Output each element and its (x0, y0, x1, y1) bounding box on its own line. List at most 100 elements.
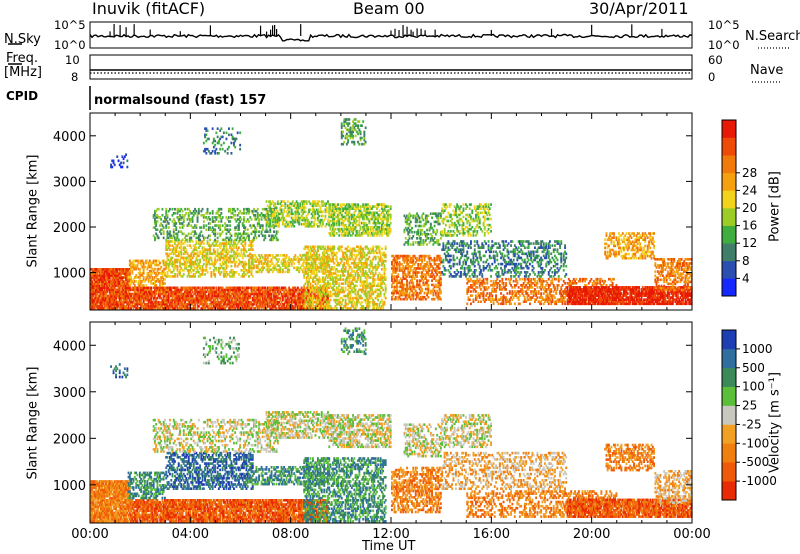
heatmap-cell (180, 240, 183, 243)
heatmap-cell (190, 258, 193, 262)
heatmap-cell (190, 271, 193, 274)
heatmap-cell (102, 270, 105, 273)
heatmap-cell (206, 242, 209, 245)
heatmap-cell (236, 207, 239, 211)
heatmap-cell (112, 307, 115, 310)
heatmap-cell (199, 286, 201, 290)
heatmap-cell (128, 259, 131, 263)
heatmap-cell (187, 286, 190, 290)
heatmap-cell (260, 305, 263, 308)
heatmap-cell (107, 294, 110, 298)
heatmap-cell (313, 296, 316, 300)
heatmap-cell (177, 290, 180, 294)
heatmap-cell (133, 294, 136, 298)
heatmap-cell (167, 300, 170, 304)
heatmap-cell (302, 305, 304, 308)
heatmap-cell (233, 288, 235, 292)
heatmap-cell (226, 288, 229, 292)
heatmap-cell (261, 286, 264, 290)
heatmap-cell (154, 267, 156, 271)
heatmap-cell (154, 288, 156, 292)
heatmap-cell (91, 290, 94, 294)
heatmap-cell (111, 300, 114, 304)
heatmap-cell (201, 273, 204, 276)
heatmap-cell (127, 270, 130, 273)
heatmap-cell (258, 234, 260, 238)
heatmap-cell (138, 280, 141, 283)
heatmap-cell (236, 286, 239, 290)
heatmap-cell (255, 286, 258, 290)
nave-tick-top: 60 (708, 53, 723, 67)
heatmap-cell (102, 286, 105, 290)
heatmap-cell (221, 296, 224, 300)
heatmap-cell (159, 271, 161, 275)
heatmap-cell (125, 272, 127, 275)
heatmap-cell (204, 288, 206, 292)
heatmap-cell (319, 288, 322, 292)
heatmap-cell (192, 296, 195, 300)
heatmap-cell (305, 200, 308, 203)
heatmap-cell (150, 307, 153, 310)
heatmap-cell (229, 254, 232, 258)
heatmap-cell (106, 282, 109, 285)
heatmap-cell (133, 288, 136, 292)
heatmap-cell (194, 246, 196, 249)
heatmap-cell (133, 296, 136, 300)
heatmap-cell (156, 274, 159, 277)
heatmap-cell (164, 300, 166, 304)
heatmap-cell (118, 286, 121, 290)
heatmap-cell (148, 263, 151, 267)
heatmap-cell (175, 286, 178, 290)
heatmap-cell (243, 290, 245, 294)
heatmap-cell (226, 292, 229, 296)
heatmap-cell (189, 264, 191, 268)
heatmap-cell (291, 290, 294, 294)
heatmap-cell (315, 305, 318, 308)
heatmap-cell (250, 218, 253, 221)
heatmap-cell (245, 250, 248, 254)
heatmap-cell (167, 290, 170, 294)
heatmap-cell (324, 292, 327, 296)
heatmap-cell (325, 296, 328, 300)
heatmap-cell (121, 300, 124, 304)
heatmap-cell (108, 307, 111, 310)
heatmap-cell (92, 294, 95, 298)
freq-panel (89, 54, 693, 80)
heatmap-cell (125, 284, 127, 288)
heatmap-cell (207, 296, 210, 300)
heatmap-cell (273, 294, 275, 298)
heatmap-cell (236, 294, 239, 298)
heatmap-cell (103, 290, 106, 294)
heatmap-cell (224, 275, 227, 278)
heatmap-cell (182, 242, 185, 245)
heatmap-cell (140, 307, 143, 310)
heatmap-cell (243, 252, 245, 256)
heatmap-cell (160, 302, 163, 306)
heatmap-cell (245, 300, 248, 304)
heatmap-cell (106, 274, 109, 277)
heatmap-cell (96, 305, 99, 308)
heatmap-cell (125, 288, 127, 292)
heatmap-cell (284, 298, 287, 302)
heatmap-cell (175, 248, 178, 251)
heatmap-cell (101, 288, 104, 292)
heatmap-cell (108, 276, 111, 279)
heatmap-cell (136, 292, 139, 296)
heatmap-cell (226, 248, 229, 251)
heatmap-cell (300, 286, 303, 290)
heatmap-cell (133, 263, 136, 267)
heatmap-cell (190, 296, 193, 300)
heatmap-cell (146, 305, 149, 308)
heatmap-cell (127, 284, 130, 288)
heatmap-cell (98, 302, 101, 306)
heatmap-cell (98, 282, 101, 285)
heatmap-cell (174, 264, 176, 268)
heatmap-cell (205, 252, 208, 256)
heatmap-cell (280, 294, 283, 298)
heatmap-cell (190, 275, 193, 278)
heatmap-cell (195, 252, 198, 256)
heatmap-cell (189, 288, 191, 292)
heatmap-cell (219, 305, 222, 308)
heatmap-cell (310, 220, 313, 224)
heatmap-cell (240, 290, 243, 294)
